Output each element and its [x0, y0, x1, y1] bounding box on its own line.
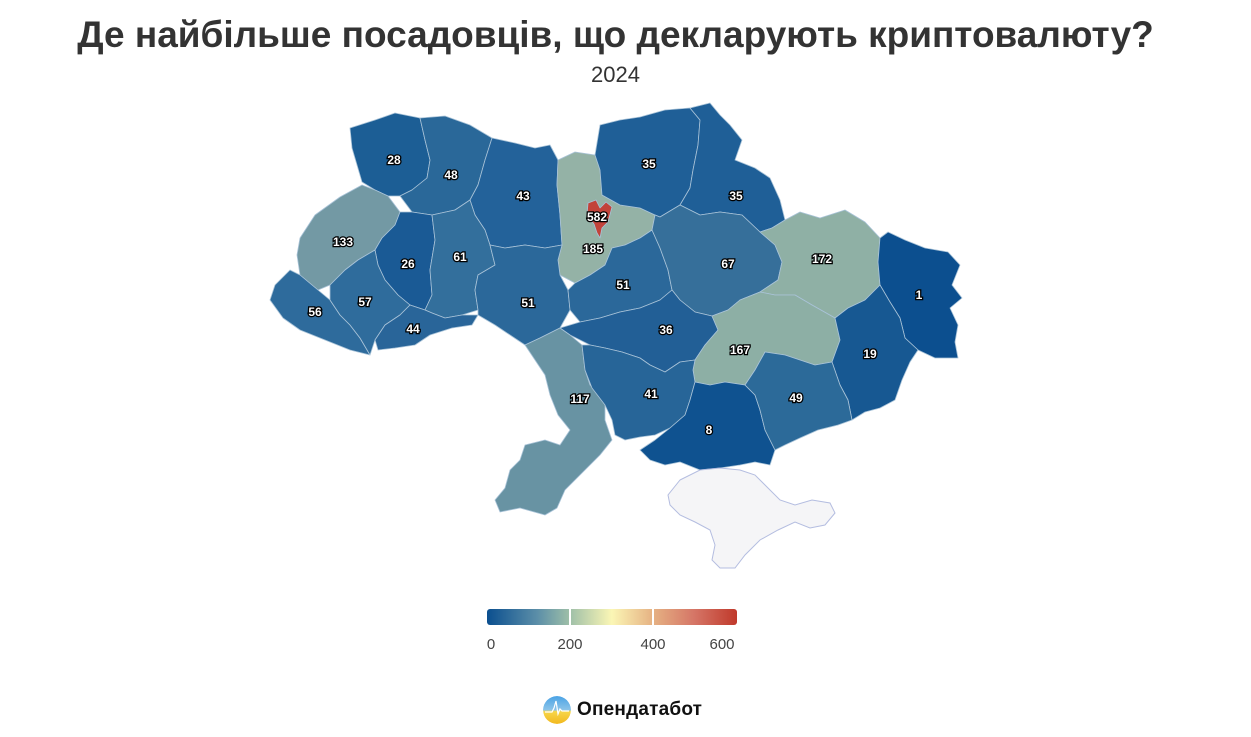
label-vinnytsia: 51 — [521, 296, 535, 310]
label-khmelnytskyi: 61 — [453, 250, 467, 264]
legend-separator — [652, 609, 654, 625]
label-lviv: 133 — [333, 235, 353, 249]
label-cherkasy: 51 — [616, 278, 630, 292]
label-kyiv-oblast: 185 — [583, 242, 603, 256]
label-kharkiv: 172 — [812, 252, 832, 266]
label-zhytomyr: 43 — [516, 189, 530, 203]
brand-name: Опендатабот — [577, 699, 703, 720]
region-chernivtsi[interactable] — [374, 304, 479, 351]
label-volyn: 28 — [387, 153, 401, 167]
legend-tick-0: 0 — [486, 636, 496, 653]
region-crimea[interactable] — [667, 467, 836, 569]
label-odesa: 117 — [570, 392, 590, 406]
region-zaporizhzhia[interactable] — [744, 351, 853, 451]
label-kherson: 8 — [706, 423, 713, 437]
legend-tick-400: 400 — [640, 636, 666, 653]
label-luhansk: 1 — [916, 288, 923, 302]
legend-separator — [569, 609, 571, 625]
label-poltava: 67 — [721, 257, 735, 271]
label-dnipropetrovsk: 167 — [730, 343, 750, 357]
label-chernihiv: 35 — [642, 157, 656, 171]
label-kyiv-city: 582 — [587, 210, 607, 224]
label-donetsk: 19 — [863, 347, 877, 361]
label-mykolaiv: 41 — [644, 387, 658, 401]
label-ivano-frankivsk: 57 — [358, 295, 372, 309]
brand-footer[interactable]: Опендатабот — [543, 696, 702, 724]
label-zakarpattia: 56 — [308, 305, 322, 319]
label-zaporizhzhia: 49 — [789, 391, 803, 405]
color-legend — [487, 609, 737, 625]
legend-tick-600: 600 — [709, 636, 735, 653]
label-rivne: 48 — [444, 168, 458, 182]
label-chernivtsi: 44 — [406, 322, 420, 336]
ukraine-choropleth-map: 28 48 43 582 185 35 35 133 26 61 51 51 6… — [269, 102, 963, 569]
region-kyiv-city[interactable] — [586, 199, 613, 239]
chart-subtitle: 2024 — [591, 62, 640, 87]
label-kirovohrad: 36 — [659, 323, 673, 337]
label-sumy: 35 — [729, 189, 743, 203]
opendatabot-logo-icon — [543, 696, 571, 724]
legend-tick-200: 200 — [557, 636, 583, 653]
chart-title: Де найбільше посадовців, що декларують к… — [77, 14, 1154, 55]
color-scale-bar — [487, 609, 737, 625]
label-ternopil: 26 — [401, 257, 415, 271]
